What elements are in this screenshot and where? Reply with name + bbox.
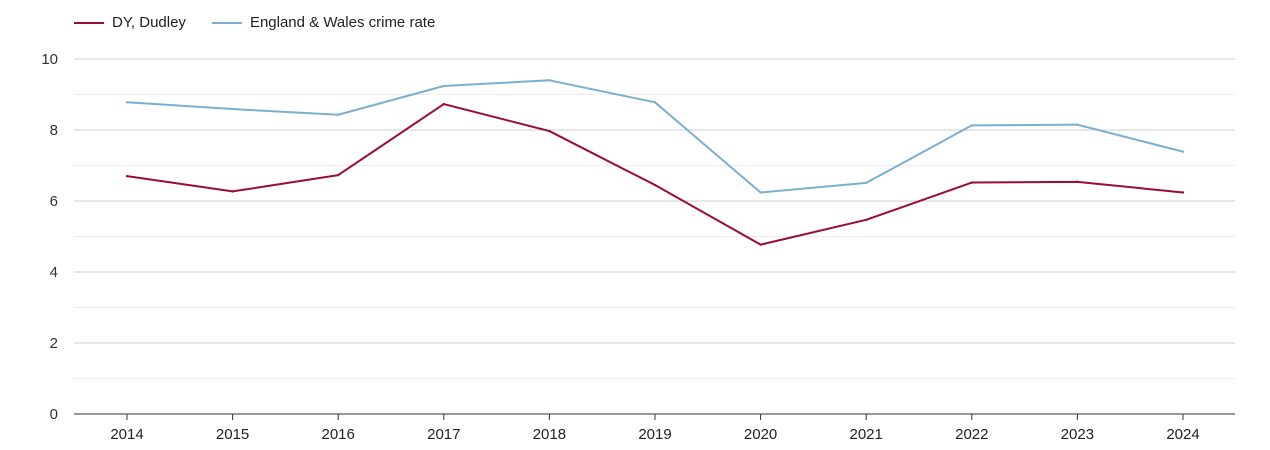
data-point-england-wales xyxy=(1076,123,1079,126)
legend-swatch-england-wales xyxy=(211,21,242,24)
y-tick-label: 8 xyxy=(50,122,58,139)
legend-item-england-wales[interactable]: England & Wales crime rate xyxy=(211,14,436,31)
data-point-dudley xyxy=(125,174,129,178)
x-tick-label: 2020 xyxy=(744,426,777,443)
data-point-england-wales xyxy=(231,107,234,111)
y-tick-label: 4 xyxy=(50,264,58,281)
x-tick-label: 2016 xyxy=(322,426,355,443)
series-layer xyxy=(125,79,1185,246)
x-tick-label: 2019 xyxy=(638,426,671,443)
y-tick-label: 2 xyxy=(50,335,58,352)
data-point-england-wales xyxy=(1181,150,1185,153)
axis-layer: 0 2 4 6 8 10 2014 2015 2016 2017 2018 2019 2020 2021 2… xyxy=(41,51,1235,443)
x-tick-label: 2023 xyxy=(1061,426,1094,443)
data-point-england-wales xyxy=(759,191,762,194)
data-point-england-wales xyxy=(865,181,868,185)
data-point-dudley xyxy=(759,243,762,246)
legend-label-dudley: DY, Dudley xyxy=(112,14,186,31)
legend-label-england-wales: England & Wales crime rate xyxy=(249,14,436,31)
x-tick-label: 2024 xyxy=(1166,426,1199,443)
x-tick-label: 2015 xyxy=(216,426,249,443)
data-point-dudley xyxy=(1076,180,1079,184)
x-tick-label: 2014 xyxy=(110,426,143,443)
grid-layer xyxy=(74,58,1235,379)
y-tick-label: 0 xyxy=(50,406,58,423)
data-point-england-wales xyxy=(442,84,445,88)
data-point-dudley xyxy=(548,129,551,133)
data-point-dudley xyxy=(1181,191,1185,194)
y-tick-label: 6 xyxy=(50,193,58,210)
legend-item-dudley[interactable]: DY, Dudley xyxy=(74,14,186,31)
data-point-dudley xyxy=(231,190,234,193)
data-point-dudley xyxy=(653,183,657,187)
data-point-england-wales xyxy=(337,113,340,116)
data-point-england-wales xyxy=(653,101,657,104)
data-point-england-wales xyxy=(970,124,973,127)
x-tick-label: 2018 xyxy=(533,426,566,443)
legend-swatch-dudley xyxy=(74,21,104,24)
legend: DY, Dudley England & Wales crime rate xyxy=(74,14,461,31)
series-line-england-wales xyxy=(126,79,1184,194)
data-point-dudley xyxy=(442,102,445,106)
x-tick-label: 2021 xyxy=(850,426,883,443)
data-point-england-wales xyxy=(125,101,129,104)
data-point-dudley xyxy=(970,181,973,184)
data-point-dudley xyxy=(865,218,868,222)
y-tick-label: 10 xyxy=(41,51,58,68)
data-point-dudley xyxy=(337,173,340,177)
x-tick-label: 2017 xyxy=(427,426,460,443)
data-point-england-wales xyxy=(548,79,551,82)
x-tick-label: 2022 xyxy=(955,426,988,443)
